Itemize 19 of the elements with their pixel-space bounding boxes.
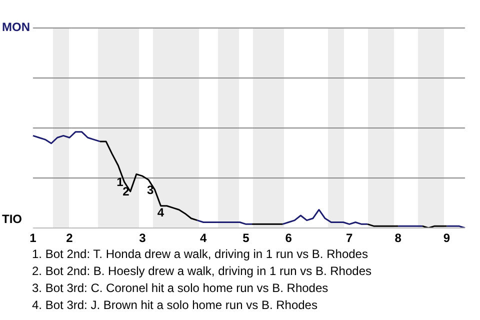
x-tick-label: 3 — [139, 231, 146, 245]
annotation: 1 — [116, 175, 124, 190]
x-tick-label: 9 — [443, 231, 450, 245]
annotation: 2 — [122, 184, 130, 199]
x-tick-label: 7 — [346, 231, 354, 245]
text: 3. Bot 3rd: C. Coronel hit a solo home run vs B. Rhodes — [32, 280, 330, 297]
x-tick-label: 4 — [200, 231, 208, 245]
text: 2. Bot 2nd: B. Hoesly drew a walk, driving in 1 run vs B. Rhodes — [32, 263, 372, 280]
annotation: 4 — [157, 205, 164, 220]
text: 4. Bot 3rd: J. Brown hit a solo home run vs B. Rhodes — [32, 297, 318, 314]
annotation: 3 — [147, 182, 154, 197]
x-tick-label: 2 — [66, 231, 74, 245]
x-tick-label: 5 — [242, 231, 250, 245]
text: TIO — [2, 212, 22, 226]
text: 1. Bot 2nd: T. Honda drew a walk, driving in 1 run vs B. Rhodes — [32, 246, 369, 263]
x-tick-label: 6 — [285, 231, 292, 245]
x-tick-label: 1 — [30, 231, 37, 245]
text: MON — [2, 20, 30, 34]
x-tick-label: 8 — [394, 231, 402, 245]
